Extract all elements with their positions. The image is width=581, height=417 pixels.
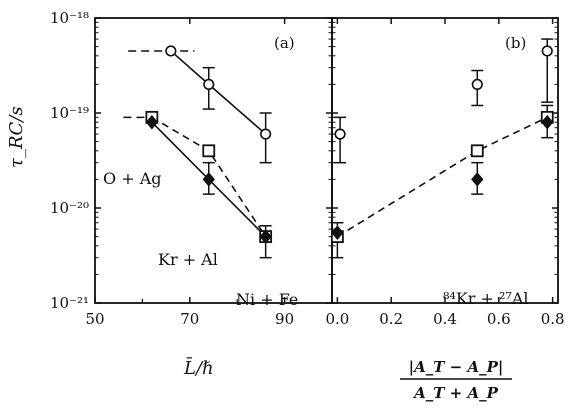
x-axis-label-b-denominator: A_T + A_P bbox=[412, 384, 498, 402]
y-tick-label: 10⁻¹⁹ bbox=[50, 104, 89, 122]
text-labels: (a) (b) O + Ag Kr + Al Ni + Fe ⁸⁴Kr + ²⁷… bbox=[6, 9, 565, 402]
y-axis-label: τ_RC/s bbox=[6, 106, 27, 168]
data-point-filled-diamond bbox=[259, 229, 272, 244]
annotation-ni-fe: Ni + Fe bbox=[236, 290, 298, 309]
x-tick-label: 90 bbox=[275, 310, 294, 328]
x-axis-label-a: L̄/ℏ bbox=[183, 356, 214, 379]
data-point-filled-diamond bbox=[541, 114, 554, 130]
y-tick-label: 10⁻¹⁸ bbox=[50, 9, 89, 27]
annotation-kr-al: Kr + Al bbox=[158, 250, 218, 269]
data-point-open-square bbox=[202, 144, 216, 158]
data-point-filled-diamond bbox=[202, 172, 215, 187]
data-point-open-circle bbox=[334, 128, 346, 140]
data-point-open-circle bbox=[260, 128, 272, 140]
series-lines bbox=[123, 38, 554, 259]
annotation-o-ag: O + Ag bbox=[103, 169, 162, 188]
x-tick-label: 70 bbox=[180, 310, 199, 328]
annotation-kr-al-b: ⁸⁴Kr + ²⁷Al bbox=[443, 289, 529, 308]
x-tick-label: 0.4 bbox=[433, 310, 457, 328]
x-tick-label: 0.0 bbox=[325, 310, 349, 328]
series-line-open-circle bbox=[170, 50, 267, 135]
panel-label-b: (b) bbox=[505, 34, 526, 52]
data-marks bbox=[145, 45, 554, 244]
data-point-open-circle bbox=[203, 78, 215, 91]
plot-frames bbox=[94, 17, 559, 304]
data-point-filled-diamond bbox=[331, 225, 344, 240]
data-point-open-circle bbox=[541, 45, 553, 57]
data-point-open-circle bbox=[165, 45, 177, 57]
data-point-open-circle bbox=[471, 78, 483, 91]
x-tick-label: 50 bbox=[85, 310, 104, 328]
series-line-open-square bbox=[336, 116, 548, 238]
data-point-open-square bbox=[470, 144, 484, 158]
x-tick-label: 0.2 bbox=[379, 310, 403, 328]
x-tick-label: 0.6 bbox=[487, 310, 511, 328]
y-tick-label: 10⁻²¹ bbox=[50, 294, 89, 312]
x-tick-label: 0.8 bbox=[541, 310, 565, 328]
panel-label-a: (a) bbox=[274, 34, 295, 52]
plot-frame-b bbox=[331, 17, 559, 304]
data-point-filled-diamond bbox=[145, 114, 159, 130]
data-point-filled-diamond bbox=[471, 172, 484, 187]
x-axis-label-b-numerator: |A_T − A_P| bbox=[409, 358, 504, 376]
y-tick-label: 10⁻²⁰ bbox=[50, 199, 89, 217]
